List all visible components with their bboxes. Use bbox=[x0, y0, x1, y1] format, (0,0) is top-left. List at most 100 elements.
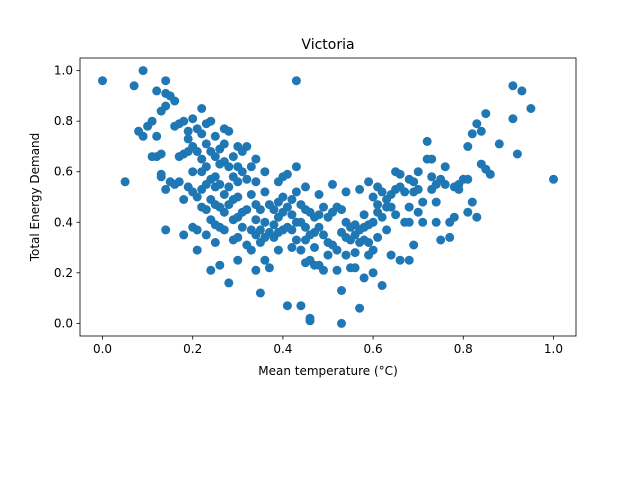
data-point bbox=[224, 278, 234, 288]
data-point bbox=[476, 126, 486, 136]
points-layer bbox=[98, 66, 558, 328]
data-point bbox=[287, 195, 297, 204]
data-point bbox=[233, 255, 243, 265]
data-point bbox=[224, 162, 234, 172]
data-point bbox=[192, 225, 202, 235]
data-point bbox=[287, 210, 297, 220]
data-point bbox=[494, 139, 504, 149]
data-point bbox=[445, 232, 455, 242]
x-tick-label: 0.2 bbox=[183, 342, 202, 356]
data-point bbox=[427, 172, 437, 182]
data-point bbox=[192, 245, 202, 255]
data-point bbox=[251, 265, 261, 275]
data-point bbox=[337, 318, 346, 328]
data-point bbox=[431, 197, 441, 207]
data-point bbox=[224, 182, 234, 192]
data-point bbox=[463, 174, 473, 184]
data-point bbox=[314, 190, 324, 199]
data-point bbox=[472, 212, 482, 222]
data-point bbox=[260, 255, 270, 265]
data-point bbox=[291, 187, 301, 197]
data-point bbox=[359, 273, 369, 283]
x-tick-label: 0.6 bbox=[364, 342, 383, 356]
data-point bbox=[197, 154, 207, 164]
data-point bbox=[233, 192, 243, 202]
data-point bbox=[197, 129, 207, 139]
data-point bbox=[179, 116, 189, 126]
data-point bbox=[192, 147, 202, 156]
data-point bbox=[215, 260, 225, 270]
data-point bbox=[449, 212, 459, 222]
data-point bbox=[197, 104, 207, 113]
data-point bbox=[156, 149, 166, 159]
data-point bbox=[251, 154, 261, 164]
data-point bbox=[192, 192, 202, 202]
data-point bbox=[201, 139, 211, 149]
data-point bbox=[395, 169, 405, 179]
data-point bbox=[269, 205, 279, 215]
data-point bbox=[201, 230, 211, 240]
data-point bbox=[454, 184, 464, 194]
data-point bbox=[368, 245, 378, 255]
data-point bbox=[364, 177, 374, 187]
data-point bbox=[291, 235, 301, 245]
data-point bbox=[332, 265, 342, 275]
data-point bbox=[332, 245, 342, 255]
data-point bbox=[242, 205, 252, 215]
data-point bbox=[328, 179, 337, 189]
data-point bbox=[463, 142, 473, 151]
data-point bbox=[508, 114, 518, 124]
data-point bbox=[287, 243, 297, 252]
data-point bbox=[246, 245, 256, 255]
data-point bbox=[409, 240, 419, 250]
data-point bbox=[260, 167, 270, 177]
data-point bbox=[129, 81, 139, 91]
data-point bbox=[404, 202, 414, 212]
data-point bbox=[224, 126, 234, 136]
data-point bbox=[237, 167, 247, 177]
data-point bbox=[395, 255, 405, 265]
data-point bbox=[485, 169, 495, 179]
data-point bbox=[436, 235, 446, 245]
data-point bbox=[549, 174, 558, 184]
data-point bbox=[219, 190, 229, 199]
data-point bbox=[201, 205, 211, 215]
data-point bbox=[188, 114, 198, 124]
data-point bbox=[413, 207, 423, 217]
data-point bbox=[179, 195, 189, 204]
data-point bbox=[219, 207, 229, 217]
data-point bbox=[251, 177, 261, 187]
data-point bbox=[255, 225, 265, 235]
data-point bbox=[310, 243, 319, 252]
data-point bbox=[291, 162, 301, 172]
data-point bbox=[427, 154, 437, 164]
data-point bbox=[413, 167, 423, 177]
data-point bbox=[201, 162, 211, 172]
data-point bbox=[161, 101, 171, 111]
data-point bbox=[481, 109, 491, 119]
data-point bbox=[269, 220, 279, 230]
data-point bbox=[210, 172, 220, 182]
data-point bbox=[517, 86, 527, 96]
data-point bbox=[512, 149, 522, 159]
data-point bbox=[246, 190, 256, 199]
y-tick-label: 0.0 bbox=[54, 316, 73, 330]
data-point bbox=[413, 184, 423, 194]
data-point bbox=[179, 230, 189, 240]
data-point bbox=[282, 202, 292, 212]
data-point bbox=[319, 265, 328, 275]
data-point bbox=[301, 222, 310, 232]
data-point bbox=[368, 268, 378, 278]
x-tick-label: 0.4 bbox=[273, 342, 292, 356]
data-point bbox=[152, 131, 162, 141]
data-point bbox=[233, 177, 243, 187]
x-tick-label: 0.8 bbox=[454, 342, 473, 356]
data-point bbox=[296, 301, 306, 311]
data-point bbox=[242, 142, 252, 151]
axes-frame bbox=[79, 57, 577, 337]
data-point bbox=[260, 187, 270, 197]
data-point bbox=[273, 245, 283, 255]
data-point bbox=[246, 162, 256, 172]
data-point bbox=[373, 200, 383, 210]
